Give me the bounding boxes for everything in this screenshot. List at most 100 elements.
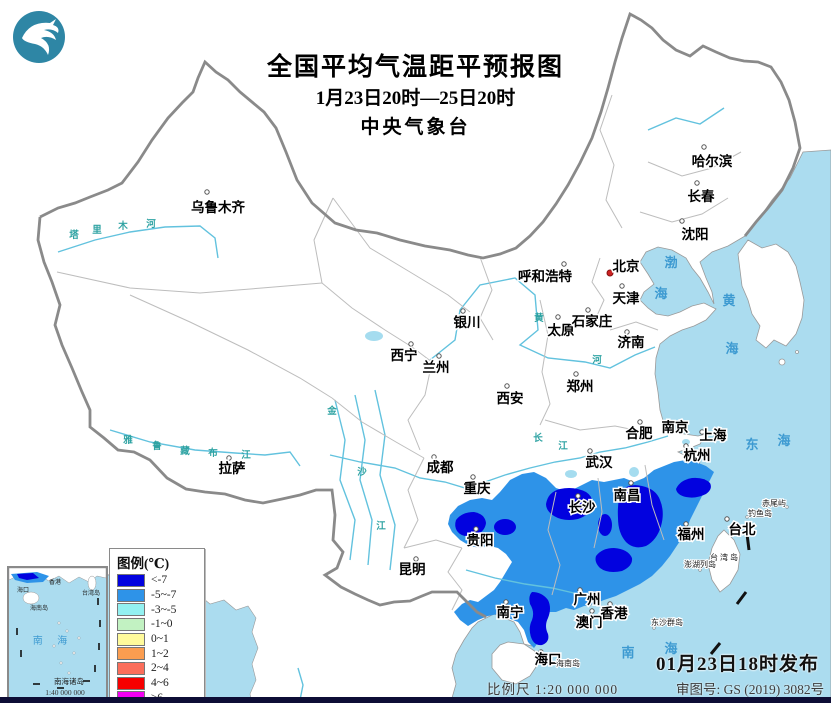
inset-hainan — [22, 591, 40, 605]
songhua-river — [647, 107, 725, 131]
river-label-layer: 塔 里 木 河 黄 河 长 江 雅 鲁 藏 布 江 金 沙 江 — [69, 218, 602, 532]
river-label: 江 — [558, 440, 568, 452]
city-dot — [436, 353, 442, 359]
inset-label-hainan: 海南岛 — [30, 604, 48, 612]
city-dot — [503, 599, 509, 605]
sea-label-nanhai: 南 — [621, 645, 634, 660]
river-label: 黄 — [534, 312, 544, 324]
city-dot — [587, 448, 593, 454]
island-label-diaoyu: 钓鱼岛 — [748, 508, 772, 518]
city-dot — [624, 329, 630, 335]
cold-core-changsha — [546, 488, 593, 520]
legend-label: 1~2 — [151, 647, 169, 660]
city-dot — [661, 420, 667, 426]
river-label: 河 — [592, 354, 602, 366]
legend-swatch — [117, 676, 145, 690]
city-label: 哈尔滨 — [692, 153, 733, 169]
small-islands — [652, 505, 789, 630]
city-label: 拉萨 — [219, 460, 246, 476]
national-border-southwest — [36, 216, 487, 619]
city-label: 石家庄 — [571, 313, 613, 329]
taiwan-island — [707, 529, 741, 593]
foreign-land-layer — [491, 239, 805, 685]
city-dot — [408, 341, 414, 347]
inset-anomaly-dark — [17, 573, 39, 580]
river-label: 江 — [376, 520, 386, 532]
legend-label: -5~-7 — [151, 589, 177, 602]
city-label: 天津 — [613, 290, 641, 306]
legend-item: -3~-5 — [117, 602, 198, 617]
cold-core-south — [595, 548, 633, 572]
cold-core-small — [598, 514, 612, 536]
river-label: 江 — [241, 449, 251, 461]
island-label-layer: 台 湾 岛 澎湖列岛 钓鱼岛 赤尾屿 东沙群岛 海南岛 — [555, 498, 787, 669]
city-dot — [699, 429, 705, 435]
river-label: 金 — [326, 405, 337, 417]
tarim-river — [57, 225, 219, 259]
legend-item: 1~2 — [117, 646, 198, 661]
dash-segment — [709, 642, 722, 655]
river-label: 河 — [146, 218, 156, 230]
river-label: 鲁 — [152, 440, 162, 452]
city-dot — [683, 521, 689, 527]
bottom-frame-bar — [0, 697, 831, 703]
legend-label: -1~0 — [151, 618, 173, 631]
sea-label-nanhai: 海 — [664, 641, 677, 656]
yellow-river — [429, 277, 656, 369]
city-label: 银川 — [454, 314, 481, 330]
pearl-river — [465, 569, 579, 595]
city-dot — [628, 480, 634, 486]
city-dot — [683, 443, 689, 449]
city-dot — [577, 587, 583, 593]
city-label: 西安 — [497, 390, 524, 406]
city-dot — [538, 649, 544, 655]
nujiang-river — [374, 389, 396, 571]
legend-label: -3~-5 — [151, 603, 177, 616]
dongting-lake — [565, 470, 577, 478]
hainan-island — [491, 641, 539, 685]
city-dot — [637, 419, 643, 425]
city-dot — [504, 383, 510, 389]
jinsha-river — [334, 399, 356, 561]
mekong-delta-river — [297, 667, 304, 701]
anomaly-layer — [448, 460, 714, 648]
legend-label: 4~6 — [151, 677, 169, 690]
city-dot — [226, 455, 232, 461]
island-label-taiwan: 台 湾 岛 — [710, 552, 738, 562]
legend-label: <-7 — [151, 574, 168, 587]
city-label: 太原 — [548, 322, 576, 338]
city-label: 上海 — [700, 427, 728, 443]
city-dot — [460, 308, 466, 314]
legend-item: -5~-7 — [117, 588, 198, 603]
river-label: 里 — [92, 225, 102, 236]
legend-box: 图例(℃) <-7 -5~-7 -3~-5 -1~0 0~1 1~2 2~4 4… — [109, 548, 205, 703]
city-dot — [607, 601, 613, 607]
city-label: 乌鲁木齐 — [191, 199, 245, 215]
legend-item: -1~0 — [117, 617, 198, 632]
south-china-sea-inset: 香港 台湾岛 海口 海南岛 南 海 南海诸岛 1:40 000 000 — [7, 566, 108, 702]
logo-dragon-swirl — [22, 19, 59, 55]
city-label: 济南 — [618, 334, 645, 350]
city-label: 杭州 — [684, 447, 711, 463]
sea-label-donghai: 海 — [777, 433, 790, 448]
inset-label-haikou: 海口 — [17, 586, 29, 594]
legend-label: 2~4 — [151, 662, 169, 675]
nine-dash-line — [709, 533, 751, 655]
legend-item: <-7 — [117, 573, 198, 588]
inset-label-hongkong: 香港 — [49, 578, 61, 586]
river-label: 沙 — [357, 467, 367, 478]
city-label: 北京 — [613, 258, 640, 274]
map-license: 审图号: GS (2019) 3082号 — [676, 682, 825, 697]
legend-item: 0~1 — [117, 632, 198, 647]
penghu-dot — [698, 568, 702, 572]
city-label: 兰州 — [423, 359, 450, 375]
city-label-layer: 乌鲁木齐 哈尔滨 长春 沈阳 呼和浩特 北京 天津 银川 太原 石家庄 济南 西… — [190, 152, 758, 669]
legend-swatch — [117, 647, 145, 661]
diaoyu-dot — [745, 515, 749, 519]
river-label: 布 — [207, 447, 218, 459]
national-border-layer — [36, 11, 802, 619]
city-dot — [413, 556, 419, 562]
sea-label-huanghai: 黄 — [722, 293, 735, 308]
legend-swatch — [117, 603, 145, 617]
inset-label-taiwan: 台湾岛 — [82, 589, 100, 597]
